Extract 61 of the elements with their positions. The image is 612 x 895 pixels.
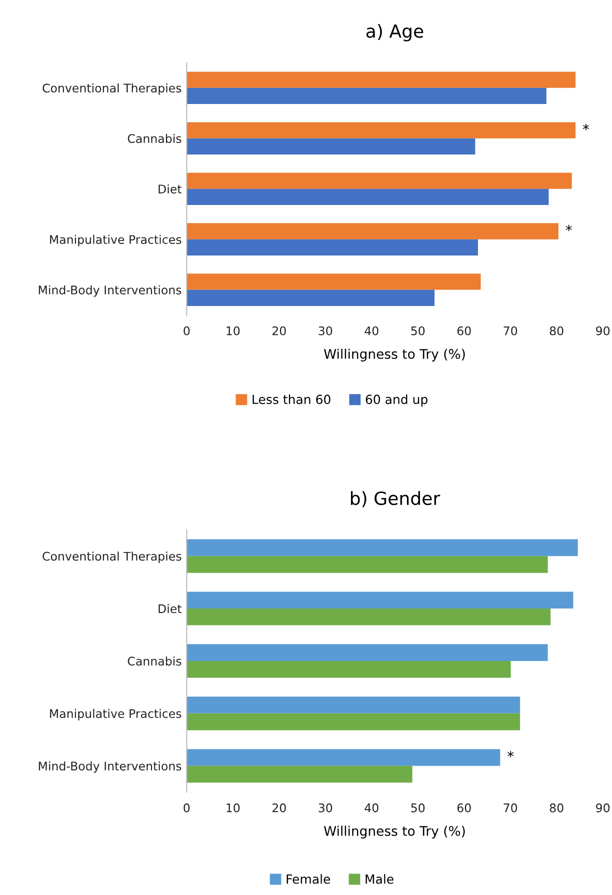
bar bbox=[186, 122, 576, 138]
bar bbox=[186, 696, 520, 714]
bar bbox=[186, 713, 520, 730]
x-tick-label: 20 bbox=[272, 803, 286, 812]
x-tick-label: 50 bbox=[411, 803, 425, 812]
bar bbox=[186, 556, 548, 573]
y-tick-label: Mind-Body Interventions bbox=[38, 761, 182, 773]
x-tick-label: 40 bbox=[364, 803, 378, 812]
x-tick-label: 90 bbox=[596, 326, 610, 336]
x-tick-label: 30 bbox=[318, 326, 332, 336]
annotation: * bbox=[582, 124, 590, 130]
x-axis-title: Willingness to Try (%) bbox=[324, 826, 465, 838]
x-tick-label: 20 bbox=[272, 326, 286, 336]
x-tick-label: 40 bbox=[364, 326, 378, 336]
legend-label: Less than 60 bbox=[252, 394, 330, 404]
bar bbox=[186, 749, 500, 766]
bar bbox=[186, 72, 576, 88]
bar bbox=[186, 274, 481, 290]
bar bbox=[186, 766, 412, 783]
x-tick-label: 80 bbox=[550, 326, 564, 336]
x-tick-label: 70 bbox=[504, 326, 518, 336]
bar bbox=[186, 592, 574, 609]
x-tick-label: 0 bbox=[184, 326, 190, 336]
y-tick-label: Conventional Therapies bbox=[42, 552, 182, 564]
bar bbox=[186, 88, 546, 104]
x-tick-label: 10 bbox=[226, 326, 240, 336]
y-tick-label: Diet bbox=[158, 184, 182, 194]
x-tick-label: 60 bbox=[457, 326, 471, 336]
bar bbox=[186, 239, 478, 256]
x-tick-label: 60 bbox=[457, 803, 471, 812]
x-axis-title: Willingness to Try (%) bbox=[324, 348, 465, 362]
x-tick-label: 90 bbox=[596, 803, 610, 812]
bar bbox=[186, 539, 578, 556]
x-tick-label: 70 bbox=[504, 803, 518, 812]
bar bbox=[186, 660, 511, 678]
legend-label: 60 and up bbox=[366, 394, 428, 407]
x-tick-label: 50 bbox=[411, 326, 425, 336]
y-tick-label: Manipulative Practices bbox=[50, 234, 182, 246]
chart-title: b) Gender bbox=[350, 491, 440, 508]
bar bbox=[186, 608, 551, 626]
y-tick-label: Diet bbox=[158, 604, 182, 614]
chart-title: a) Age bbox=[366, 24, 424, 42]
bar bbox=[186, 223, 558, 240]
bar bbox=[186, 138, 476, 155]
bar bbox=[186, 188, 549, 205]
y-tick-label: Mind-Body Interventions bbox=[38, 285, 182, 297]
x-tick-label: 30 bbox=[318, 803, 332, 812]
bar bbox=[186, 172, 572, 189]
annotation: * bbox=[508, 750, 514, 758]
y-tick-label: Cannabis bbox=[128, 134, 182, 144]
bar bbox=[186, 644, 548, 661]
y-tick-label: Cannabis bbox=[128, 656, 182, 666]
x-tick-label: 10 bbox=[226, 803, 240, 812]
annotation: * bbox=[566, 224, 572, 232]
legend-label: Female bbox=[286, 874, 330, 884]
legend-label: Male bbox=[366, 874, 394, 884]
bar bbox=[186, 290, 435, 306]
y-tick-label: Conventional Therapies bbox=[42, 83, 182, 95]
x-tick-label: 80 bbox=[550, 803, 564, 812]
x-tick-label: 0 bbox=[184, 803, 190, 812]
y-tick-label: Manipulative Practices bbox=[50, 708, 182, 720]
